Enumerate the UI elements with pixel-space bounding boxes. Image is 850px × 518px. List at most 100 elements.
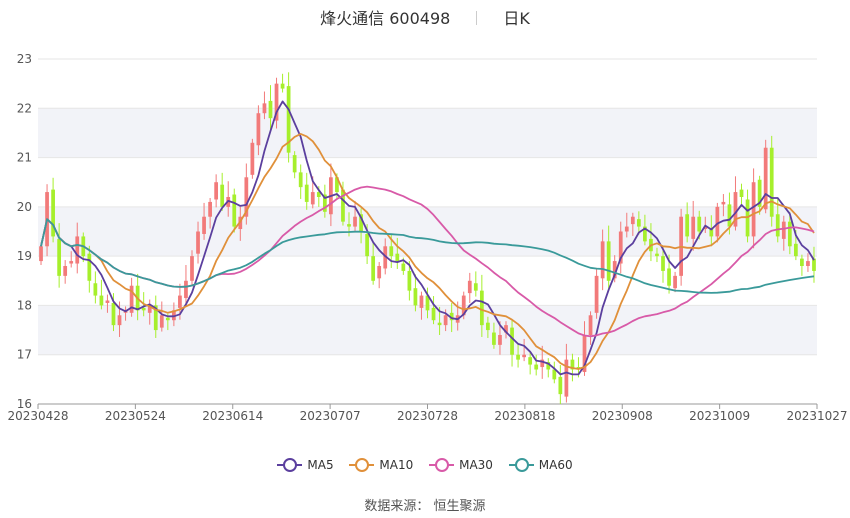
- candle-body: [661, 256, 665, 271]
- x-tick-label: 20230524: [105, 409, 166, 423]
- candle-body: [552, 369, 557, 380]
- y-tick-label: 20: [17, 200, 32, 214]
- candle-body: [630, 216, 635, 225]
- x-tick-label: 20230428: [7, 409, 68, 423]
- candle-body: [787, 221, 792, 247]
- candle-body: [335, 177, 339, 193]
- candle-body: [220, 184, 225, 207]
- candle-body: [715, 206, 720, 237]
- legend-swatch-ma60: [508, 458, 534, 472]
- candle-body: [292, 155, 297, 173]
- candle-body: [673, 275, 677, 289]
- candle-body: [153, 305, 158, 331]
- legend: MA5 MA10 MA30 MA60: [0, 458, 850, 472]
- candle-body: [419, 295, 424, 308]
- legend-swatch-ma5: [277, 458, 303, 472]
- candle-body: [341, 189, 345, 222]
- candle-body: [395, 253, 400, 262]
- y-tick-label: 17: [17, 348, 32, 362]
- x-tick-label: 20230614: [202, 409, 263, 423]
- candle-body: [437, 322, 442, 326]
- x-tick-label: 20230818: [494, 409, 555, 423]
- candle-body: [39, 246, 43, 262]
- candle-body: [184, 280, 188, 299]
- candle-body: [322, 194, 327, 212]
- candle-body: [117, 315, 122, 326]
- y-tick-label: 22: [17, 101, 32, 115]
- candle-body: [383, 246, 388, 269]
- swatch-dot: [514, 458, 529, 472]
- x-tick-label: 20230728: [397, 409, 458, 423]
- legend-swatch-ma30: [429, 458, 455, 472]
- candle-body: [449, 312, 454, 321]
- y-tick-label: 23: [17, 52, 32, 66]
- candle-body: [504, 325, 508, 333]
- candle-body: [208, 201, 212, 217]
- candle-body: [286, 86, 291, 153]
- candle-body: [371, 256, 376, 281]
- candle-body: [558, 376, 563, 395]
- candle-body: [540, 359, 545, 368]
- candle-body: [425, 295, 430, 311]
- candle-body: [172, 310, 176, 321]
- legend-item-ma10[interactable]: MA10: [349, 458, 413, 472]
- moving-average-lines: [40, 100, 815, 376]
- candle-body: [606, 241, 611, 281]
- candle-body: [655, 253, 659, 257]
- candle-body: [492, 332, 496, 345]
- candle-body: [486, 322, 490, 331]
- candle-body: [147, 305, 152, 313]
- candle-body: [479, 290, 484, 326]
- candle-body: [178, 295, 182, 308]
- legend-item-ma5[interactable]: MA5: [277, 458, 334, 472]
- candle-body: [51, 189, 55, 237]
- candle-body: [250, 142, 255, 175]
- candle-body: [159, 315, 164, 328]
- candle-body: [63, 266, 68, 276]
- candle-body: [431, 307, 436, 321]
- legend-item-ma60[interactable]: MA60: [508, 458, 573, 472]
- candle-body: [413, 288, 418, 306]
- candle-body: [407, 270, 412, 291]
- candle-body: [401, 263, 406, 271]
- candle-body: [196, 231, 200, 254]
- x-tick-label: 20231009: [689, 409, 750, 423]
- y-tick-label: 19: [17, 249, 32, 263]
- candle-body: [546, 362, 551, 370]
- candle-body: [105, 300, 110, 303]
- candle-body: [280, 83, 285, 89]
- candle-body: [359, 214, 363, 232]
- candle-body: [528, 357, 533, 365]
- legend-item-ma30[interactable]: MA30: [429, 458, 493, 472]
- candle-body: [667, 268, 671, 286]
- ma5-line: [40, 100, 815, 376]
- candle-body: [443, 315, 448, 326]
- swatch-dot: [435, 458, 450, 472]
- candle-body: [806, 261, 810, 266]
- candle-body: [99, 295, 104, 306]
- candle-body: [298, 172, 303, 188]
- candle-body: [93, 283, 98, 296]
- title-stock: 烽火通信 600498: [320, 9, 451, 28]
- candle-body: [534, 364, 539, 370]
- candle-body: [733, 192, 738, 227]
- candle-body: [274, 83, 279, 121]
- candle-body: [685, 214, 690, 237]
- title-divider: [476, 11, 478, 25]
- candle-body: [709, 229, 714, 237]
- candle-body: [268, 100, 273, 119]
- y-tick-label: 21: [17, 151, 32, 165]
- candle-body: [111, 302, 116, 326]
- y-tick-label: 18: [17, 298, 32, 312]
- candle-body: [498, 335, 502, 345]
- candle-body: [769, 147, 774, 217]
- data-source: 数据来源： 恒生聚源: [364, 499, 486, 514]
- candle-body: [256, 113, 261, 146]
- candle-body: [800, 258, 804, 266]
- x-tick-label: 20230908: [592, 409, 653, 423]
- candle-body: [691, 216, 696, 239]
- candle-body: [232, 194, 237, 227]
- candle-body: [812, 258, 816, 271]
- candle-body: [244, 177, 249, 217]
